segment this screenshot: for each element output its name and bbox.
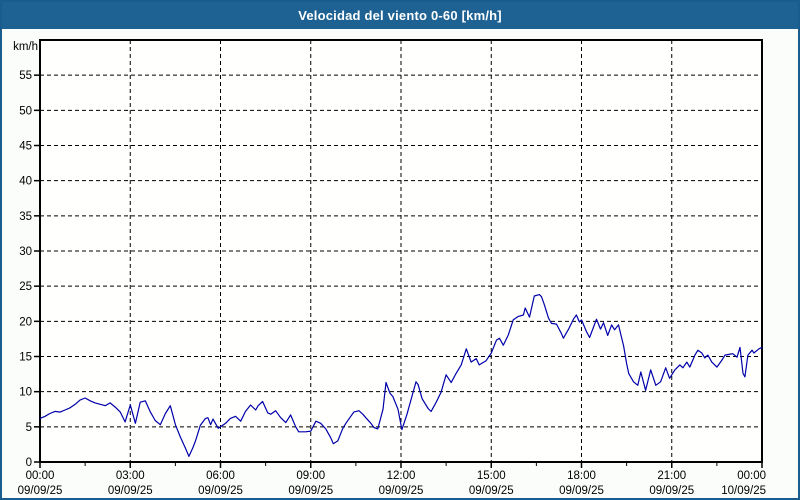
y-tick-label: 55: [19, 70, 32, 82]
x-tick-time-label: 21:00: [657, 470, 686, 482]
x-tick-date-label: 09/09/25: [288, 485, 333, 497]
x-tick-date-label: 09/09/25: [559, 485, 604, 497]
y-tick-label: 45: [19, 141, 32, 153]
x-tick-time-label: 03:00: [116, 470, 145, 482]
y-tick-label: 10: [19, 387, 32, 399]
chart-title: Velocidad del viento 0-60 [km/h]: [298, 8, 502, 23]
y-tick-label: 20: [19, 316, 32, 328]
x-tick-date-label: 09/09/25: [198, 485, 243, 497]
gridlines: [40, 40, 762, 462]
y-tick-label: 50: [19, 105, 32, 117]
y-tick-label: 30: [19, 246, 32, 258]
x-tick-time-label: 15:00: [477, 470, 506, 482]
y-tick-label: 25: [19, 281, 32, 293]
x-tick-date-label: 09/09/25: [18, 485, 63, 497]
x-tick-time-label: 18:00: [567, 470, 596, 482]
x-tick-time-label: 09:00: [296, 470, 325, 482]
y-tick-label: 5: [26, 422, 32, 434]
x-tick-time-label: 12:00: [387, 470, 416, 482]
x-tick-date-label: 09/09/25: [379, 485, 424, 497]
y-axis: 0 5 10 15 20 25 30 35 40 45 50 55 km/h: [13, 41, 39, 469]
y-tick-label: 40: [19, 176, 32, 188]
y-axis-unit-label: km/h: [13, 41, 38, 53]
x-axis: 00:00 09/09/25 03:00 09/09/25 06:00 09/09/25 0…: [18, 462, 766, 497]
x-tick-time-label: 00:00: [26, 470, 55, 482]
x-tick-time-label: 06:00: [206, 470, 235, 482]
x-tick-date-label: 09/09/25: [469, 485, 514, 497]
y-tick-label: 15: [19, 352, 32, 364]
x-tick-time-label: 00:00: [737, 470, 766, 482]
x-tick-date-label: 10/09/25: [721, 485, 766, 497]
y-tick-label: 35: [19, 211, 32, 223]
x-tick-date-label: 09/09/25: [108, 485, 153, 497]
wind-speed-series-line: [39, 294, 763, 457]
chart-title-bar: Velocidad del viento 0-60 [km/h]: [2, 2, 798, 29]
x-tick-date-label: 09/09/25: [649, 485, 694, 497]
y-tick-label: 0: [26, 457, 32, 469]
